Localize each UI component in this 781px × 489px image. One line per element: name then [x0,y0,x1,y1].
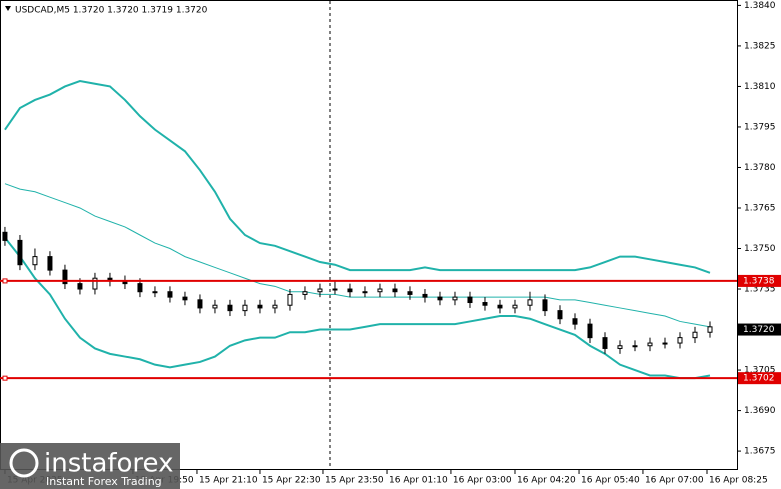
candle-body [62,269,68,285]
candle-body [92,277,98,290]
candle-body [632,345,638,348]
y-tick-label: 1.3735 [744,285,776,295]
x-tick-label: 15 Apr 23:50 [325,476,384,486]
logo: instaforex Instant Forex Trading [0,443,180,489]
price-label: 1.3720 [743,325,775,335]
level-label-box [738,274,781,287]
y-tick-label: 1.3840 [744,1,776,11]
candle-body [677,337,683,344]
x-tick-label: 16 Apr 07:00 [645,476,704,486]
candle-body [317,288,323,293]
x-tick-label: 16 Apr 03:00 [453,476,512,486]
chart-title: USDCAD,M5 1.3720 1.3720 1.3719 1.3720 [15,6,208,16]
candle-body [47,256,53,271]
candle-body [647,342,653,347]
x-tick-label: 16 Apr 04:20 [517,476,576,486]
candle-body [602,337,608,349]
logo-tagline: Instant Forex Trading [46,475,162,488]
plot-frame [0,0,738,470]
candle-body [572,318,578,325]
candle-body [2,231,8,241]
x-tick-label: 16 Apr 05:40 [581,476,640,486]
candle-body [527,299,533,306]
y-tick-label: 1.3765 [744,203,776,213]
candle-body [167,291,173,298]
candle-body [17,239,23,266]
candle-body [152,291,158,294]
logo-brand: instaforex [44,449,173,479]
x-tick-label: 15 Apr 22:30 [262,476,321,486]
candle-body [512,304,518,309]
level-marker [2,278,8,284]
plot-layer [0,80,737,381]
band-line [4,183,711,328]
candle-body [617,345,623,349]
x-tick-label: 16 Apr 08:25 [709,476,768,486]
level-label-box [738,372,781,385]
y-tick-label: 1.3825 [744,41,776,51]
candle-body [182,296,188,301]
price-label-box [738,323,781,336]
candle-body [32,256,38,266]
candle-body [707,326,713,333]
candle-body [662,342,668,345]
candle-body [407,291,413,295]
y-tick-label: 1.3690 [744,406,776,416]
candle-body [467,296,473,304]
candle-body [377,288,383,293]
level-label: 1.3738 [743,276,775,286]
candle-body [272,304,278,309]
candle-body [692,331,698,339]
logo-icon [9,448,39,478]
candle-body [542,299,548,312]
band-line [4,80,711,274]
x-tick-label: 15 Apr 21:10 [199,476,258,486]
y-tick-label: 1.3675 [744,447,776,457]
candle-body [287,293,293,306]
candle-body [482,302,488,306]
band-line [4,237,711,380]
candle-body [197,299,203,309]
candle-body [452,296,458,301]
y-tick-label: 1.3810 [744,82,776,92]
candle-body [332,288,338,291]
y-tick-label: 1.3795 [744,122,776,132]
level-label: 1.3702 [743,374,775,384]
y-tick-label: 1.3705 [744,366,776,376]
candle-body [497,304,503,309]
candle-body [77,283,83,290]
level-marker [2,375,8,381]
y-tick-label: 1.3780 [744,163,776,173]
candle-body [257,304,263,309]
candle-body [212,304,218,309]
menu-icon [5,6,11,11]
candle-body [392,288,398,293]
candle-body [362,291,368,294]
candle-body [137,283,143,293]
y-tick-label: 1.3750 [744,244,776,254]
candle-body [242,304,248,312]
candle-body [557,310,563,320]
candle-body [227,304,233,312]
candle-body [422,293,428,298]
candle-body [302,291,308,295]
candle-body [347,288,353,293]
candle-body [437,296,443,301]
x-tick-label: 16 Apr 01:10 [389,476,448,486]
candle-body [587,323,593,339]
